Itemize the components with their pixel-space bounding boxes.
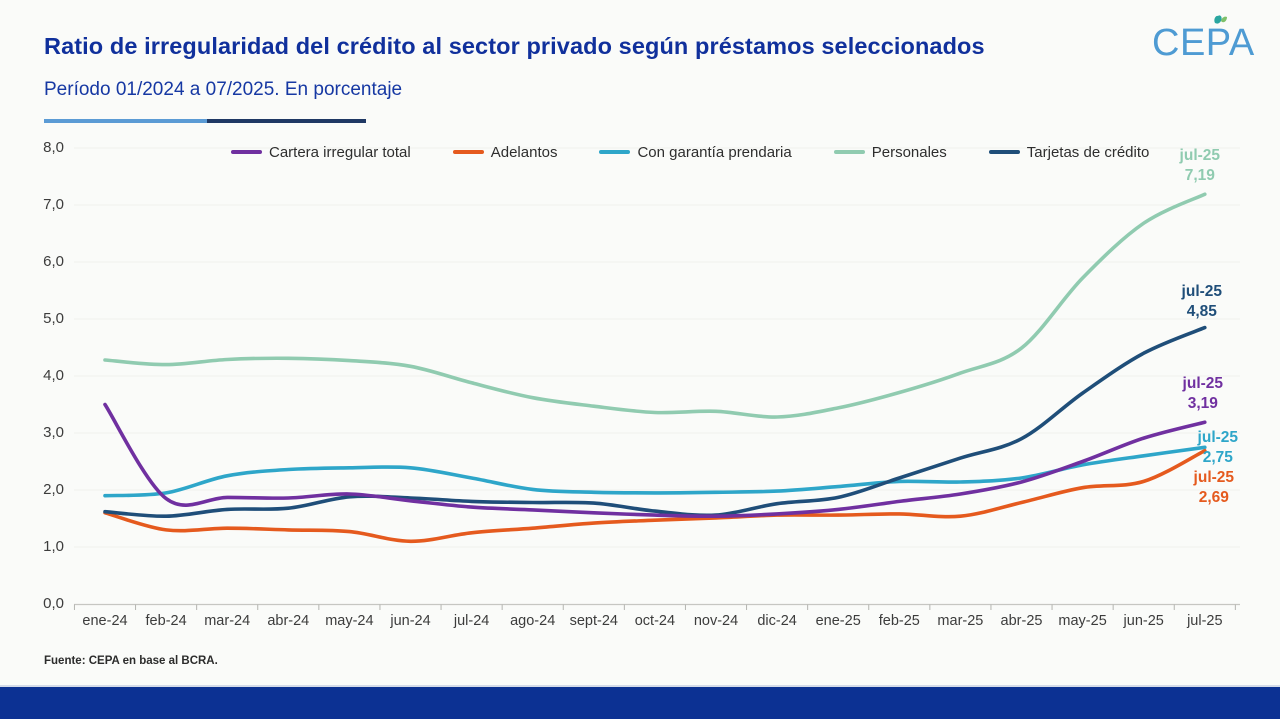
x-tick-label: ene-24 bbox=[82, 613, 128, 629]
legend-label: Personales bbox=[871, 143, 947, 161]
x-tick-label: jul-25 bbox=[1187, 613, 1223, 629]
decorative-accent-bar bbox=[44, 119, 366, 123]
legend-swatch bbox=[599, 149, 631, 155]
end-label-value: 3,19 bbox=[1187, 395, 1218, 413]
end-label-date: jul-25 bbox=[1197, 429, 1239, 447]
end-label-date: jul-25 bbox=[1182, 375, 1224, 393]
legend-swatch bbox=[833, 149, 865, 155]
source-note: Fuente: CEPA en base al BCRA. bbox=[44, 655, 218, 667]
legend-swatch bbox=[231, 149, 262, 155]
legend-item: Cartera irregular total bbox=[231, 144, 411, 161]
x-tick-label: mar-24 bbox=[204, 613, 251, 629]
x-tick-label: may-25 bbox=[1058, 613, 1107, 629]
legend-swatch bbox=[988, 149, 1020, 155]
end-label-value: 2,69 bbox=[1198, 488, 1229, 506]
series-line bbox=[103, 325, 1207, 519]
series-line bbox=[103, 192, 1207, 419]
x-tick-label: ago-24 bbox=[510, 613, 556, 629]
leaf-icon bbox=[1214, 15, 1227, 24]
end-label-date: jul-25 bbox=[1179, 147, 1221, 165]
x-tick-label: jul-24 bbox=[453, 613, 490, 629]
page-title: Ratio de irregularidad del crédito al se… bbox=[44, 33, 985, 59]
y-tick-label: 1,0 bbox=[43, 538, 64, 555]
y-tick-label: 0,0 bbox=[43, 595, 64, 612]
end-label-value: 7,19 bbox=[1184, 167, 1215, 185]
y-tick-label: 5,0 bbox=[43, 310, 64, 327]
end-label-date: jul-25 bbox=[1181, 282, 1223, 300]
y-tick-label: 2,0 bbox=[43, 481, 64, 498]
chart-legend: Cartera irregular total Adelantos Con gara… bbox=[231, 143, 1149, 161]
cepa-logo-text: CEPA bbox=[1152, 22, 1255, 64]
y-tick-label: 3,0 bbox=[43, 424, 64, 441]
legend-swatch bbox=[452, 149, 484, 155]
series-line bbox=[103, 448, 1207, 544]
legend-item: Adelantos bbox=[452, 143, 558, 161]
end-label-value: 2,75 bbox=[1202, 449, 1233, 467]
series-line bbox=[103, 402, 1207, 519]
y-tick-label: 4,0 bbox=[43, 367, 64, 384]
accent-bar-dark-segment bbox=[207, 119, 366, 123]
series-end-label: jul-25 3,19 bbox=[1158, 374, 1248, 414]
x-tick-label: oct-24 bbox=[634, 613, 676, 629]
x-tick-label: jun-25 bbox=[1123, 613, 1164, 629]
series-end-label: jul-25 4,85 bbox=[1157, 282, 1247, 322]
end-label-date: jul-25 bbox=[1193, 468, 1235, 486]
legend-item: Tarjetas de crédito bbox=[988, 143, 1150, 161]
x-tick-label: feb-24 bbox=[145, 613, 187, 629]
x-tick-label: sept-24 bbox=[569, 613, 618, 629]
footer-bar bbox=[0, 685, 1280, 719]
legend-label: Cartera irregular total bbox=[269, 143, 411, 161]
legend-item: Personales bbox=[833, 143, 947, 161]
x-tick-label: abr-24 bbox=[267, 613, 310, 629]
x-tick-label: mar-25 bbox=[937, 613, 984, 629]
series-end-label: jul-25 2,75 bbox=[1173, 428, 1263, 468]
series-line bbox=[103, 445, 1207, 498]
y-tick-label: 7,0 bbox=[43, 196, 64, 213]
end-label-value: 4,85 bbox=[1186, 302, 1217, 320]
accent-bar-light-segment bbox=[44, 119, 207, 123]
x-tick-label: jun-24 bbox=[390, 613, 431, 629]
x-tick-label: abr-25 bbox=[1000, 613, 1043, 629]
x-tick-label: may-24 bbox=[325, 613, 374, 629]
cepa-logo: CEPA bbox=[1152, 15, 1262, 65]
y-tick-label: 8,0 bbox=[43, 139, 64, 156]
x-tick-label: ene-25 bbox=[815, 613, 861, 629]
legend-label: Adelantos bbox=[490, 143, 558, 161]
page-subtitle: Período 01/2024 a 07/2025. En porcentaje bbox=[44, 79, 403, 100]
x-tick-label: feb-25 bbox=[878, 613, 920, 629]
legend-label: Con garantía prendaria bbox=[637, 143, 792, 161]
x-tick-label: nov-24 bbox=[693, 613, 739, 629]
series-end-label: jul-25 7,19 bbox=[1155, 146, 1245, 186]
y-tick-label: 6,0 bbox=[43, 253, 64, 270]
x-tick-label: dic-24 bbox=[757, 613, 797, 629]
series-end-label: jul-25 2,69 bbox=[1169, 468, 1259, 508]
legend-label: Tarjetas de crédito bbox=[1026, 143, 1150, 161]
legend-item: Con garantía prendaria bbox=[599, 143, 792, 161]
